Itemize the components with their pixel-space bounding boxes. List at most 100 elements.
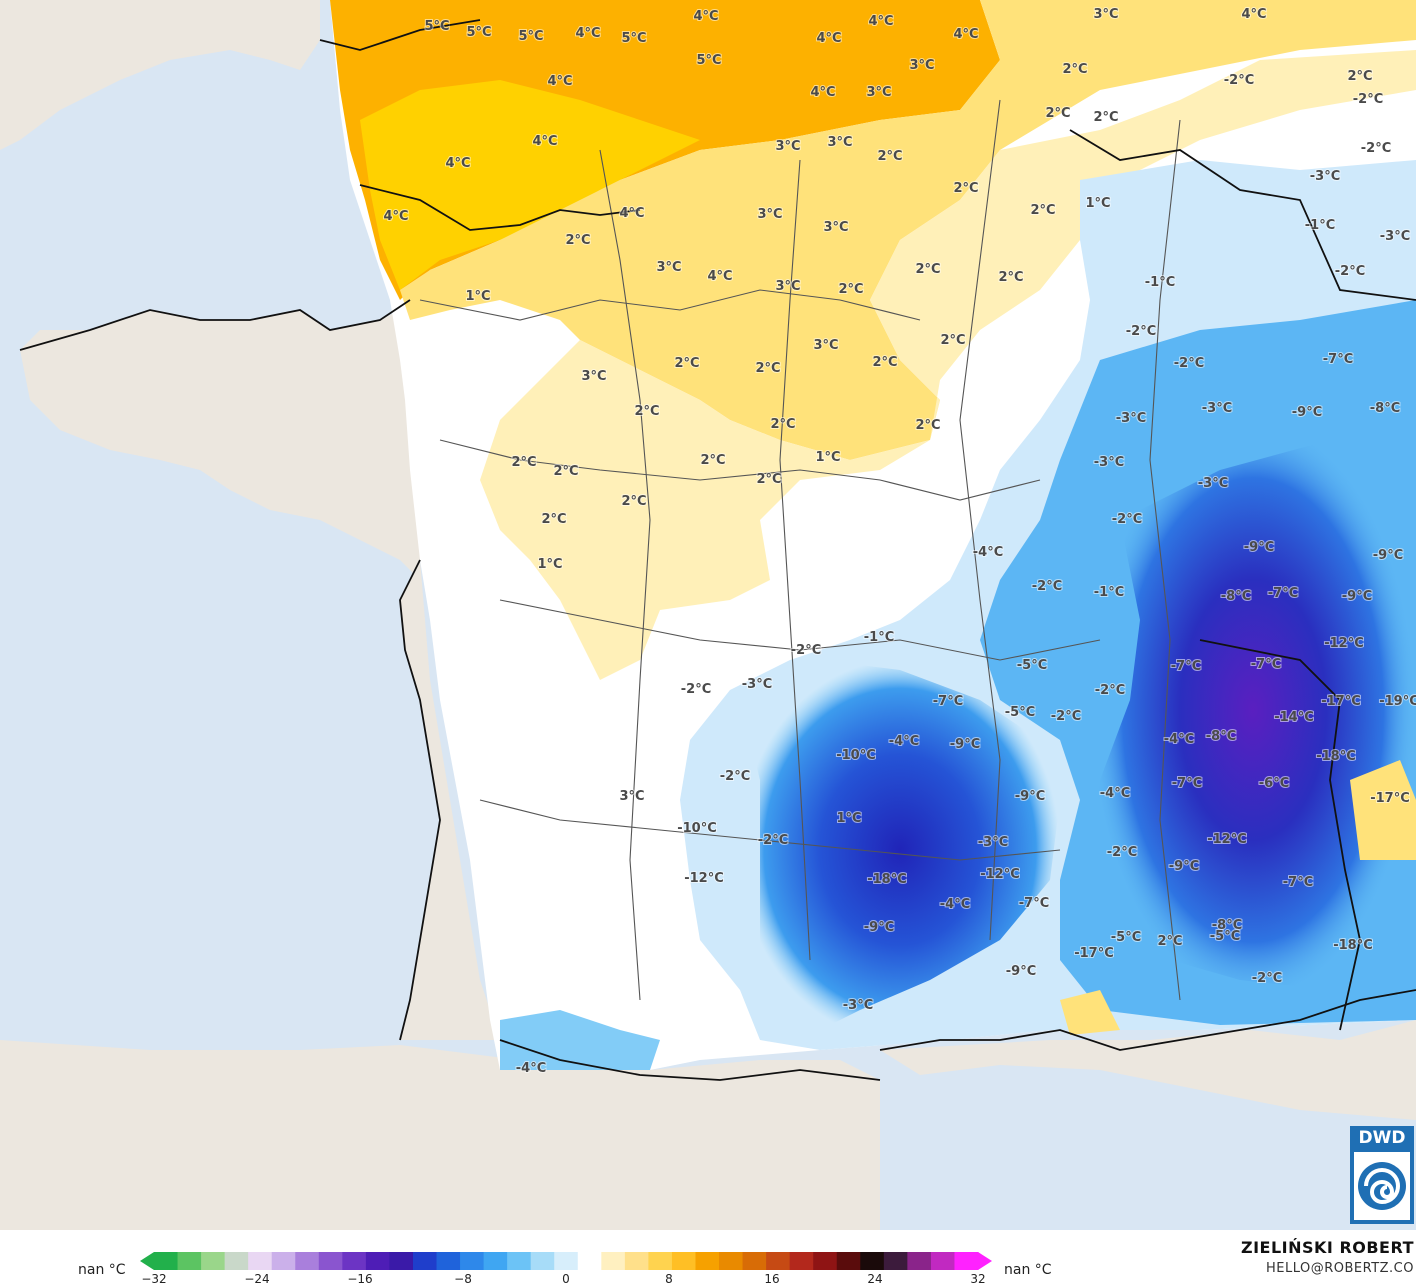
temperature-label: -6°C (1259, 776, 1289, 791)
temperature-label: 2°C (1030, 203, 1055, 218)
colorbar-swatch (907, 1252, 932, 1270)
country-border (499, 129, 1416, 1081)
colorbar-swatch (412, 1252, 438, 1270)
temperature-label: 3°C (909, 58, 934, 73)
temperature-label: 4°C (383, 209, 408, 224)
temperature-label: 2°C (1045, 106, 1070, 121)
colorbar-swatch (813, 1252, 838, 1270)
temperature-label: 2°C (634, 404, 659, 419)
temperature-label: -8°C (1206, 729, 1236, 744)
temperature-label: -5°C (1210, 929, 1240, 944)
temp-field-pyrenees (500, 1010, 660, 1070)
colorbar-swatch (295, 1252, 320, 1270)
temperature-label: 1°C (465, 289, 490, 304)
temperature-label: -3°C (1198, 476, 1228, 491)
temperature-label: -9°C (1015, 789, 1045, 804)
region-borders (419, 99, 1181, 1001)
temperature-label: 2°C (1157, 934, 1182, 949)
colorbar-swatch (577, 1252, 602, 1270)
colorbar-tick-label: −24 (244, 1272, 270, 1286)
temperature-label: -9°C (1244, 540, 1274, 555)
colorbar-swatch (154, 1252, 179, 1270)
colorbar-tick-label: 24 (867, 1272, 883, 1286)
temperature-label: -9°C (1342, 589, 1372, 604)
temperature-label: 2°C (541, 512, 566, 527)
temperature-label: -1°C (1094, 585, 1124, 600)
temperature-label: 5°C (518, 29, 543, 44)
temperature-label: 4°C (575, 26, 600, 41)
colorbar-swatch (930, 1252, 955, 1270)
temperature-label: -7°C (1019, 896, 1049, 911)
temperature-label: 2°C (940, 333, 965, 348)
temperature-label: 4°C (547, 74, 572, 89)
temp-field-pale-yellow (480, 50, 1416, 680)
temperature-label: -2°C (681, 682, 711, 697)
colorbar-extend-min (140, 1252, 154, 1270)
colorbar (140, 1252, 992, 1270)
temperature-label: 3°C (775, 139, 800, 154)
colorbar-swatch (365, 1252, 390, 1270)
temperature-label: -2°C (1126, 324, 1156, 339)
colorbar-swatch (436, 1252, 461, 1270)
temperature-label: -12°C (1207, 832, 1247, 847)
temperature-label: 1°C (1085, 196, 1110, 211)
temperature-label: -9°C (1292, 405, 1322, 420)
temperature-label: -2°C (1335, 264, 1365, 279)
temperature-label: 4°C (953, 27, 978, 42)
temp-field-se-warm (1350, 760, 1416, 860)
temperature-label: 2°C (1347, 69, 1372, 84)
temperature-label: 4°C (445, 156, 470, 171)
temperature-label: -7°C (1283, 875, 1313, 890)
colorbar-tick-label: 16 (764, 1272, 780, 1286)
temperature-label: 2°C (770, 417, 795, 432)
temperature-label: -3°C (1094, 455, 1124, 470)
colorbar-swatch (224, 1252, 249, 1270)
temperature-label: 2°C (1062, 62, 1087, 77)
colorbar-swatch (766, 1252, 791, 1270)
temperature-label: -7°C (1172, 776, 1202, 791)
colorbar-swatch (671, 1252, 696, 1270)
temperature-label: 3°C (619, 789, 644, 804)
colorbar-swatch (507, 1252, 532, 1270)
temperature-label: -9°C (950, 737, 980, 752)
temperature-label: 3°C (823, 220, 848, 235)
temperature-label: -7°C (1323, 352, 1353, 367)
temperature-label: -18°C (867, 872, 907, 887)
land-west-coast (400, 560, 500, 1040)
colorbar-swatch (860, 1252, 885, 1270)
temperature-label: 2°C (872, 355, 897, 370)
temperature-labels: 5°C 5°C 5°C 4°C 5°C 4°C 5°C 4°C 4°C 4°C 4°C 4°C 3°C 4… (382, 6, 1416, 1077)
colorbar-tick-label: −32 (141, 1272, 167, 1286)
temperature-label: -8°C (1221, 589, 1251, 604)
colorbar-swatch (883, 1252, 908, 1270)
swirl-icon (1354, 1152, 1410, 1220)
colorbar-tick-label: 0 (562, 1272, 570, 1286)
land-north (0, 0, 320, 150)
temperature-label: -3°C (1380, 229, 1410, 244)
temperature-label: -7°C (1251, 657, 1281, 672)
land-brittany (20, 300, 420, 580)
temperature-label: -7°C (1268, 586, 1298, 601)
temp-field-warm-yellow (400, 0, 1416, 460)
colorbar-swatch (271, 1252, 296, 1270)
author-name: ZIELIŃSKI ROBERT (1240, 1238, 1414, 1257)
temperature-label: -1°C (1305, 218, 1335, 233)
author-block: ZIELIŃSKI ROBERT HELLO@ROBERTZ.CO (1241, 1238, 1414, 1276)
temperature-label: 1°C (537, 557, 562, 572)
temperature-label: -7°C (1171, 659, 1201, 674)
temperature-label: 2°C (838, 282, 863, 297)
colorbar-swatch (742, 1252, 767, 1270)
colorbar-tick-label: −16 (347, 1272, 373, 1286)
temperature-label: -9°C (864, 920, 894, 935)
temperature-label: 3°C (775, 279, 800, 294)
temperature-label: 2°C (700, 453, 725, 468)
temperature-label: -12°C (1324, 636, 1364, 651)
temperature-label: -2°C (758, 833, 788, 848)
legend-footer: nan °C −32 −24 −16 −8 0 8 16 24 32 nan °C ZIELIŃ… (0, 1230, 1416, 1287)
temperature-label: -3°C (1310, 169, 1340, 184)
colorbar-swatch (318, 1252, 343, 1270)
temperature-label: 2°C (877, 149, 902, 164)
temperature-label: 3°C (866, 85, 891, 100)
temperature-label: 2°C (915, 418, 940, 433)
temperature-label: -17°C (1370, 791, 1410, 806)
